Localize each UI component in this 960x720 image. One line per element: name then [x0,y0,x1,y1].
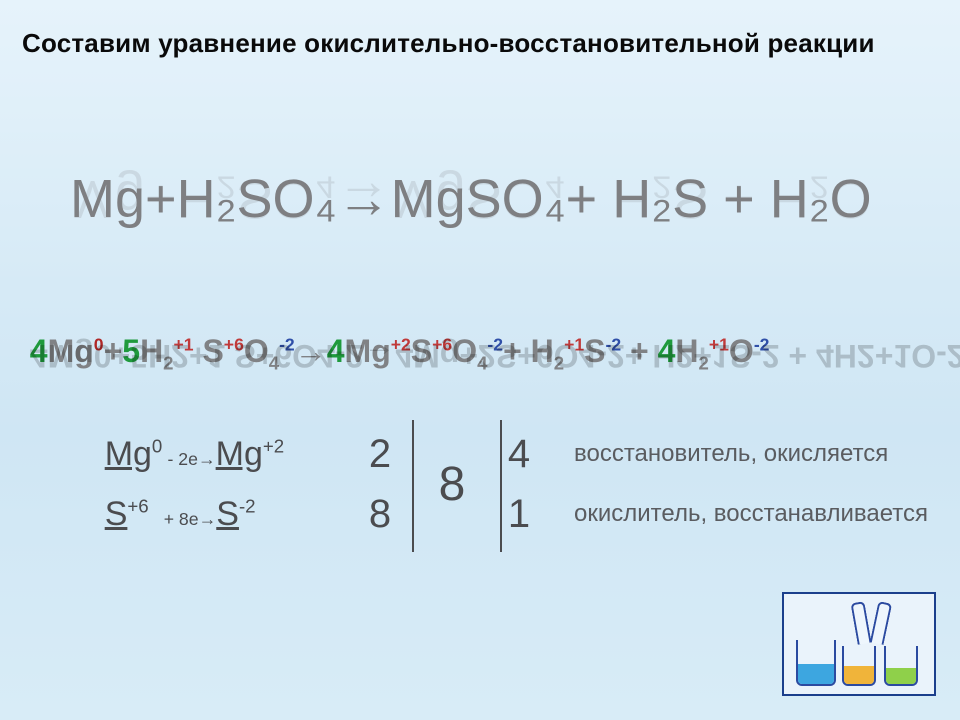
equation-unbalanced-text: Mg+H₂SO₄→MgSO₄+ H₂S + H₂O [70,168,872,230]
lcm: 8 [412,457,492,512]
electron-balance: Mg0 - 2e→Mg+2 2 4 восстановитель, окисля… [48,424,928,544]
desc-oxidizer: окислитель, восстанавливается [574,500,928,528]
electrons-gained: 8 [348,492,412,537]
lab-glassware-icon [782,592,936,696]
equation-balanced-text: 4Mg0+5H2+1 S+6O4-2→4Mg+2S+6O4-2+ H2+1S-2… [30,333,770,374]
equation-unbalanced: Mg+H₂SO₄→MgSO₄+ H₂S + H₂O [40,106,872,230]
page-title: Составим уравнение окислительно-восстано… [22,28,938,59]
desc-reducer: восстановитель, окисляется [574,440,888,468]
divider-line-2 [500,420,502,552]
electrons-lost: 2 [348,432,412,477]
balance-row-2: S+6 + 8e→S-2 8 8 1 окислитель, восстанав… [48,484,928,544]
divider-line-1 [412,420,414,552]
equation-balanced: 4Mg0+5H2+1 S+6O4-2→4Mg+2S+6O4-2+ H2+1S-2… [12,296,769,374]
